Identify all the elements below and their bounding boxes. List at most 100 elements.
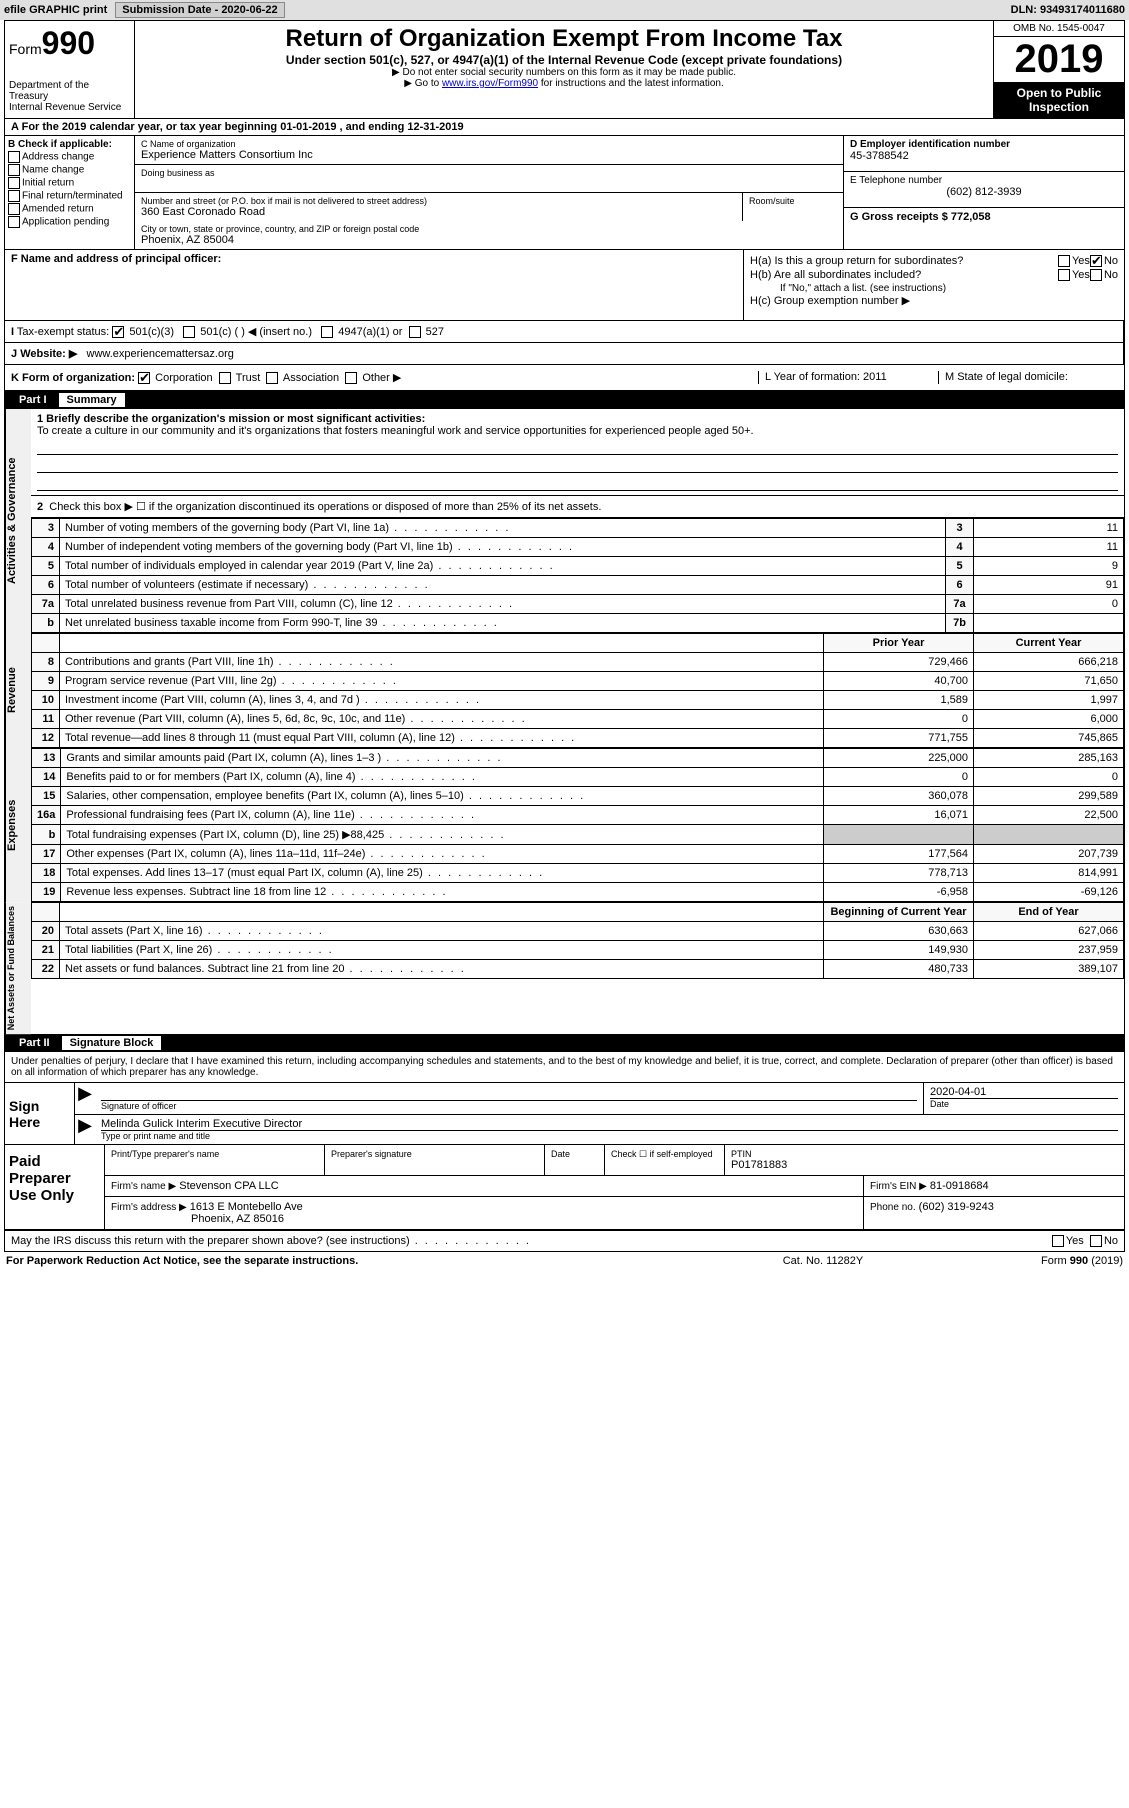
firm-phone: (602) 319-9243 xyxy=(919,1201,994,1213)
row-num: 8 xyxy=(32,653,60,672)
row-num: 5 xyxy=(32,557,60,576)
public-1: Open to Public xyxy=(998,86,1120,100)
row-label: Net unrelated business taxable income fr… xyxy=(60,614,946,633)
org-name-lbl: C Name of organization xyxy=(141,139,837,149)
curr-val: 6,000 xyxy=(974,710,1124,729)
addr-left: Number and street (or P.O. box if mail i… xyxy=(135,193,743,221)
part2-title: Signature Block xyxy=(62,1036,162,1050)
cb-corp[interactable] xyxy=(138,372,150,384)
firm-name: Stevenson CPA LLC xyxy=(179,1180,278,1192)
dept-treasury: Department of the Treasury Internal Reve… xyxy=(9,80,130,113)
arrow-icon: ▶ xyxy=(75,1083,95,1114)
row-num: 17 xyxy=(32,845,61,864)
tax-exempt-status: I Tax-exempt status: 501(c)(3) 501(c) ( … xyxy=(5,321,1124,342)
curr-val: -69,126 xyxy=(974,883,1124,902)
cb-initial-return[interactable]: Initial return xyxy=(8,177,131,189)
public-2: Inspection xyxy=(998,100,1120,114)
form-header: Form990 Department of the Treasury Inter… xyxy=(5,21,1124,119)
row-label: Revenue less expenses. Subtract line 18 … xyxy=(61,883,824,902)
row-label: Investment income (Part VIII, column (A)… xyxy=(60,691,824,710)
cb-app-pending[interactable]: Application pending xyxy=(8,216,131,228)
curr-val: 1,997 xyxy=(974,691,1124,710)
row-label: Other expenses (Part IX, column (A), lin… xyxy=(61,845,824,864)
omb-number: OMB No. 1545-0047 xyxy=(994,21,1124,37)
b-label: B Check if applicable: xyxy=(8,139,131,150)
prior-val: 149,930 xyxy=(824,941,974,960)
rev-table: Prior Year Current Year8 Contributions a… xyxy=(31,633,1124,748)
paid-preparer-row: Paid Preparer Use Only Print/Type prepar… xyxy=(5,1145,1124,1230)
prior-val xyxy=(824,825,974,845)
row-val: 0 xyxy=(974,595,1124,614)
cb-address-change[interactable]: Address change xyxy=(8,151,131,163)
cb-final-return[interactable]: Final return/terminated xyxy=(8,190,131,202)
curr-val: 627,066 xyxy=(974,922,1124,941)
row-num: 3 xyxy=(32,519,60,538)
irs-yes[interactable] xyxy=(1052,1235,1064,1247)
curr-val: 814,991 xyxy=(974,864,1124,883)
header-left: Form990 Department of the Treasury Inter… xyxy=(5,21,135,118)
prior-val: 16,071 xyxy=(824,806,974,825)
row-num: 20 xyxy=(32,922,60,941)
website-row: J Website: ▶ www.experiencemattersaz.org xyxy=(5,343,1124,364)
cb-other[interactable] xyxy=(345,372,357,384)
part-2-header: Part II Signature Block xyxy=(5,1034,1124,1052)
f-lbl: F Name and address of principal officer: xyxy=(11,253,737,265)
arrow-icon-2: ▶ xyxy=(75,1115,95,1144)
firm-addr-lbl: Firm's address ▶ xyxy=(111,1202,187,1213)
j-lbl: Website: ▶ xyxy=(20,348,77,360)
vert-revenue: Revenue xyxy=(5,633,31,748)
cb-assoc[interactable] xyxy=(266,372,278,384)
subtitle-1: Under section 501(c), 527, or 4947(a)(1)… xyxy=(143,53,985,67)
addr-row: Number and street (or P.O. box if mail i… xyxy=(135,193,843,221)
irs-no[interactable] xyxy=(1090,1235,1102,1247)
revenue-section: Revenue Prior Year Current Year8 Contrib… xyxy=(5,633,1124,748)
irs-link[interactable]: www.irs.gov/Form990 xyxy=(442,78,538,89)
curr-val: 71,650 xyxy=(974,672,1124,691)
row-num: b xyxy=(32,614,60,633)
ha-yes[interactable] xyxy=(1058,255,1070,267)
cb-name-change[interactable]: Name change xyxy=(8,164,131,176)
row-label: Salaries, other compensation, employee b… xyxy=(61,787,824,806)
ha-no[interactable] xyxy=(1090,255,1102,267)
self-emp: Check ☐ if self-employed xyxy=(605,1145,725,1175)
efile-label[interactable]: efile GRAPHIC print xyxy=(4,4,107,16)
footer: For Paperwork Reduction Act Notice, see … xyxy=(0,1252,1129,1270)
top-bar: efile GRAPHIC print Submission Date - 20… xyxy=(0,0,1129,20)
prior-val: 480,733 xyxy=(824,960,974,979)
col-f: F Name and address of principal officer: xyxy=(5,250,744,320)
cb-527[interactable] xyxy=(409,326,421,338)
submission-date-btn[interactable]: Submission Date - 2020-06-22 xyxy=(115,2,284,18)
prep-name-lbl: Print/Type preparer's name xyxy=(111,1149,318,1159)
row-num: 13 xyxy=(32,749,61,768)
prior-val: 778,713 xyxy=(824,864,974,883)
city-field: City or town, state or province, country… xyxy=(135,221,843,249)
sub3-pre: ▶ Go to xyxy=(404,78,442,89)
ein-lbl: D Employer identification number xyxy=(850,139,1118,150)
curr-val: 285,163 xyxy=(974,749,1124,768)
cb-trust[interactable] xyxy=(219,372,231,384)
hb-no[interactable] xyxy=(1090,269,1102,281)
prior-val: -6,958 xyxy=(824,883,974,902)
prior-val: 225,000 xyxy=(824,749,974,768)
cb-501c[interactable] xyxy=(183,326,195,338)
hb-yes[interactable] xyxy=(1058,269,1070,281)
row-i: I Tax-exempt status: 501(c)(3) 501(c) ( … xyxy=(5,321,1124,343)
city-val: Phoenix, AZ 85004 xyxy=(141,234,837,246)
public-inspection: Open to Public Inspection xyxy=(994,82,1124,118)
row-val xyxy=(974,614,1124,633)
cb-501c3[interactable] xyxy=(112,326,124,338)
form-word: Form xyxy=(9,41,42,57)
prior-val: 771,755 xyxy=(824,729,974,748)
vert-activities: Activities & Governance xyxy=(5,409,31,633)
row-box: 4 xyxy=(946,538,974,557)
row-label: Total number of volunteers (estimate if … xyxy=(60,576,946,595)
part1-title: Summary xyxy=(59,393,125,407)
cb-4947[interactable] xyxy=(321,326,333,338)
net-table: Beginning of Current Year End of Year20 … xyxy=(31,902,1124,979)
cb-amended[interactable]: Amended return xyxy=(8,203,131,215)
prior-val: 0 xyxy=(824,710,974,729)
firm-name-lbl: Firm's name ▶ xyxy=(111,1181,176,1192)
row-num: 10 xyxy=(32,691,60,710)
sub3-post: for instructions and the latest informat… xyxy=(538,78,724,89)
vert-expenses: Expenses xyxy=(5,748,31,902)
